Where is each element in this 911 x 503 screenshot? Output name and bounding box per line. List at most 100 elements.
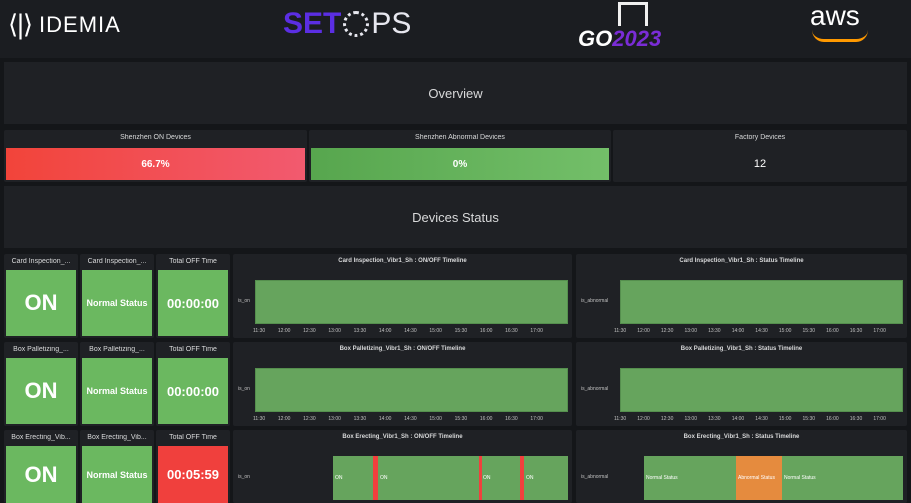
tick-label: 13:00 <box>328 416 341 422</box>
logo-banner: ⟨|⟩ IDEMIA SET PS GO2023 aws <box>0 0 911 58</box>
y-axis-label: is_abnormal <box>581 386 609 392</box>
stat-title: Card Inspection_... <box>87 258 147 265</box>
tick-label: 14:00 <box>731 328 745 334</box>
aws-logo: aws <box>810 0 874 46</box>
tick-label: 17:00 <box>873 328 886 334</box>
idemia-logo-text: IDEMIA <box>39 12 121 37</box>
stat-value: 0% <box>311 148 609 180</box>
tick-label: 14:30 <box>755 416 768 422</box>
tick-label: 11:30 <box>253 416 266 422</box>
tick-label: 17:00 <box>530 328 543 334</box>
tick-label: 16:30 <box>505 416 518 422</box>
setops-logo-text-b: PS <box>371 7 412 40</box>
y-axis-label: is_abnormal <box>581 474 609 480</box>
onoff-timeline-panel[interactable]: Card Inspection_Vibr1_Sh : ON/OFF Timeli… <box>233 254 572 338</box>
stat-title: Shenzhen Abnormal Devices <box>415 134 505 141</box>
panel-title: Box Palletizing_Vibr1_Sh : Status Timeli… <box>680 346 803 352</box>
row-overview[interactable]: Overview <box>4 62 907 124</box>
row-devices-status-title: Devices Status <box>412 209 499 225</box>
timeline-segment-on: ON <box>526 475 534 481</box>
tick-label: 15:00 <box>778 416 792 422</box>
aws-smile-icon <box>812 30 868 42</box>
stat-panel-factory-devices[interactable]: Factory Devices 12 <box>613 130 907 182</box>
timeline-segment-off <box>520 456 524 500</box>
tick-label: 16:00 <box>826 416 839 422</box>
timeline-bar <box>620 368 903 412</box>
x-axis-ticks: 11:30 12:00 12:30 13:00 13:30 14:00 14:3… <box>253 328 543 334</box>
stat-panel-on-devices[interactable]: Shenzhen ON Devices 66.7% <box>4 130 307 182</box>
timeline-bar <box>255 280 568 324</box>
onoff-timeline-panel[interactable]: Box Palletizing_Vibr1_Sh : ON/OFF Timeli… <box>233 342 572 426</box>
tick-label: 12:30 <box>660 416 674 422</box>
robot-arm-icon <box>618 2 648 26</box>
panel-title: Card Inspection_Vibr1_Sh : ON/OFF Timeli… <box>338 258 467 264</box>
device-state-panel[interactable]: Box Palletizing_... ON <box>4 342 78 426</box>
tick-label: 11:30 <box>614 328 627 334</box>
tick-label: 11:30 <box>614 416 627 422</box>
y-axis-label: is_abnormal <box>581 298 609 304</box>
tick-label: 17:00 <box>873 416 886 422</box>
go2023-logo: GO2023 <box>578 2 674 52</box>
onoff-timeline-panel[interactable]: Box Erecting_Vibr1_Sh : ON/OFF Timeline … <box>233 430 572 503</box>
status-timeline-panel[interactable]: Card Inspection_Vibr1_Sh : Status Timeli… <box>576 254 907 338</box>
panel-title: Box Erecting_Vibr1_Sh : ON/OFF Timeline <box>342 434 463 440</box>
globe-icon <box>343 11 370 37</box>
tick-label: 17:00 <box>530 416 543 422</box>
tick-label: 15:30 <box>802 416 816 422</box>
timeline-segment-off <box>373 456 378 500</box>
tick-label: 15:30 <box>454 328 468 334</box>
timeline-segment-on: ON <box>483 475 491 481</box>
tick-label: 15:00 <box>778 328 792 334</box>
tick-label: 12:00 <box>277 328 291 334</box>
tick-label: 16:30 <box>505 328 518 334</box>
tick-label: 12:30 <box>303 416 316 422</box>
panel-title: Card Inspection_Vibr1_Sh : Status Timeli… <box>679 258 804 264</box>
device-off-time-panel[interactable]: Total OFF Time 00:05:59 <box>156 430 230 503</box>
stat-title: Total OFF Time <box>169 434 217 441</box>
device-off-time-panel[interactable]: Total OFF Time 00:00:00 <box>156 254 230 338</box>
timeline-segment-on: ON <box>335 475 343 481</box>
tick-label: 15:00 <box>429 328 442 334</box>
stat-value: 12 <box>753 158 767 170</box>
device-off-time-value: 00:00:00 <box>158 270 228 336</box>
timeline-segment-normal: Normal Status <box>784 475 816 481</box>
row-overview-title: Overview <box>428 85 483 101</box>
stat-title: Box Palletizing_... <box>13 346 69 353</box>
aws-logo-text: aws <box>810 0 860 31</box>
device-status-panel[interactable]: Box Palletizing_... Normal Status <box>80 342 154 426</box>
device-state-value: ON <box>6 446 76 503</box>
timeline-bar <box>620 280 903 324</box>
status-timeline-panel[interactable]: Box Erecting_Vibr1_Sh : Status Timeline … <box>576 430 907 503</box>
tick-label: 11:30 <box>253 328 266 334</box>
device-state-value: ON <box>6 270 76 336</box>
stat-panel-abnormal-devices[interactable]: Shenzhen Abnormal Devices 0% <box>309 130 611 182</box>
device-status-panel[interactable]: Box Erecting_Vib... Normal Status <box>80 430 154 503</box>
tick-label: 13:00 <box>684 416 697 422</box>
stat-title: Shenzhen ON Devices <box>120 134 191 141</box>
row-devices-status[interactable]: Devices Status <box>4 186 907 248</box>
device-state-panel[interactable]: Card Inspection_... ON <box>4 254 78 338</box>
device-status-panel[interactable]: Card Inspection_... Normal Status <box>80 254 154 338</box>
x-axis-ticks: 11:30 12:00 12:30 13:00 13:30 14:00 14:3… <box>614 328 886 334</box>
x-axis-ticks: 11:30 12:00 12:30 13:00 13:30 14:00 14:3… <box>614 416 886 422</box>
stat-title: Box Erecting_Vib... <box>87 434 147 441</box>
go-year: 2023 <box>612 26 662 51</box>
tick-label: 16:30 <box>849 416 863 422</box>
device-state-panel[interactable]: Box Erecting_Vib... ON <box>4 430 78 503</box>
stat-title: Box Erecting_Vib... <box>11 434 71 441</box>
tick-label: 12:00 <box>637 416 650 422</box>
tick-label: 15:30 <box>802 328 816 334</box>
stat-value: 66.7% <box>6 148 305 180</box>
setops-logo-text-a: SET <box>283 7 342 40</box>
stat-title: Card Inspection_... <box>11 258 71 265</box>
go2023-logo-text: GO2023 <box>578 26 661 52</box>
stat-title: Factory Devices <box>734 134 786 141</box>
tick-label: 14:00 <box>378 416 392 422</box>
status-timeline-panel[interactable]: Box Palletizing_Vibr1_Sh : Status Timeli… <box>576 342 907 426</box>
tick-label: 14:00 <box>731 416 745 422</box>
idemia-logo: ⟨|⟩ IDEMIA <box>8 8 121 42</box>
device-off-time-panel[interactable]: Total OFF Time 00:00:00 <box>156 342 230 426</box>
timeline-bar <box>255 368 568 412</box>
tick-label: 14:30 <box>755 328 768 334</box>
device-off-time-value: 00:00:00 <box>158 358 228 424</box>
